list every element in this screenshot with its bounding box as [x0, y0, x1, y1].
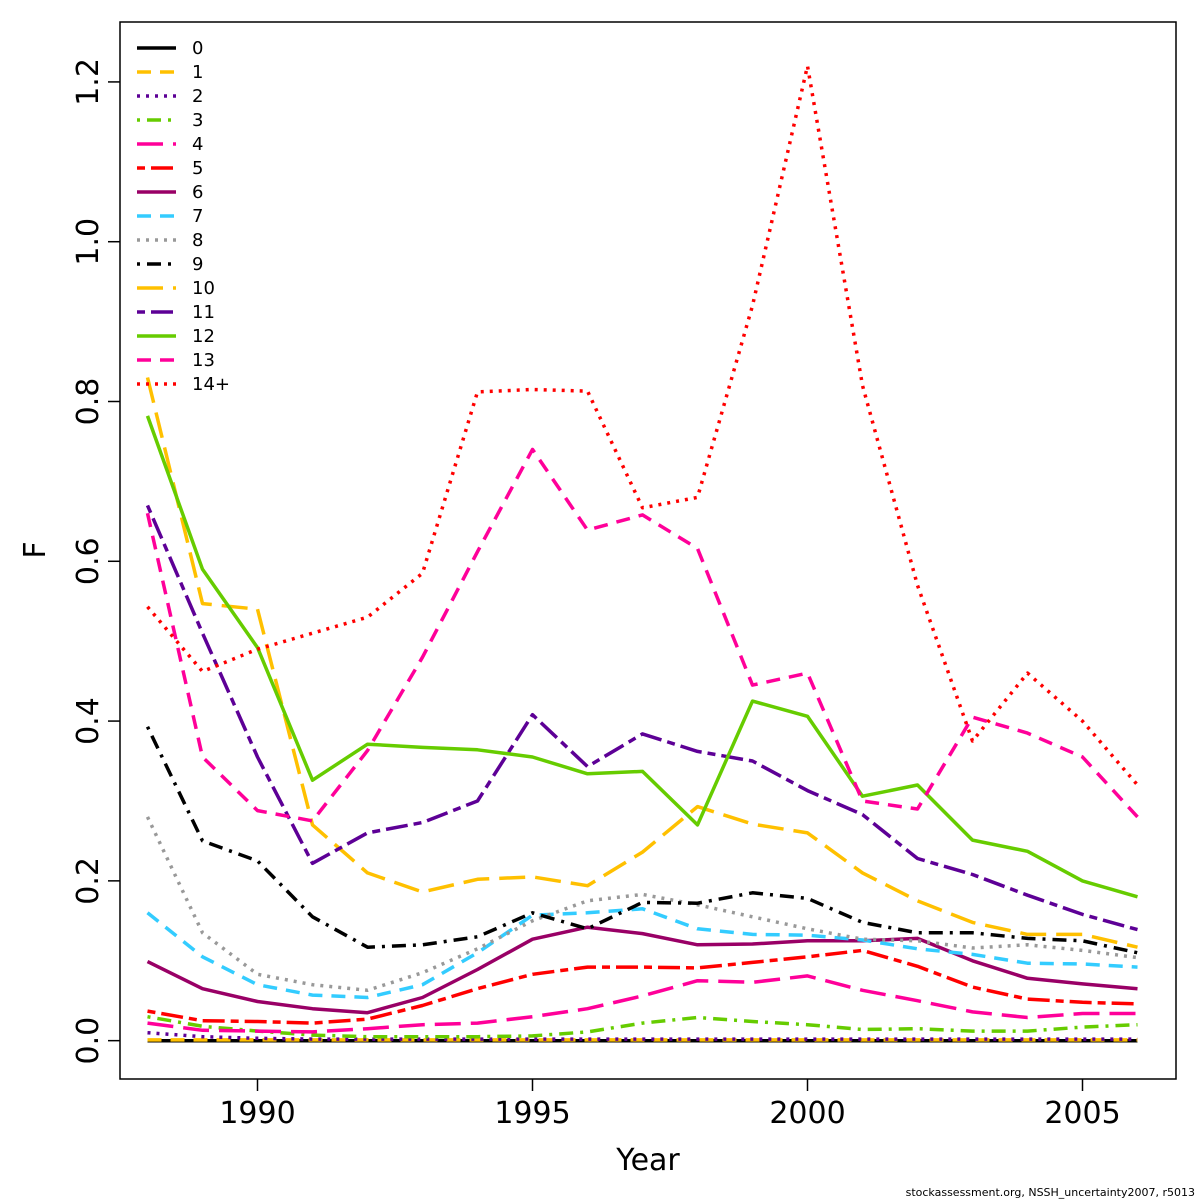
legend-label: 2	[192, 86, 203, 107]
legend-label: 8	[192, 230, 203, 251]
series-line-4	[147, 974, 1138, 1034]
series-line-2	[147, 1030, 1138, 1041]
series-line-7	[146, 907, 1138, 1000]
y-tick-label: 0.6	[71, 537, 106, 585]
legend-label: 12	[192, 326, 215, 347]
legend-label: 1	[192, 62, 203, 83]
series-line-12	[145, 415, 1138, 899]
legend-label: 0	[192, 38, 203, 59]
series-line-13	[145, 447, 1139, 823]
series-line-6	[146, 925, 1138, 1015]
legend-label: 14+	[192, 374, 230, 395]
series-line-8	[145, 816, 1138, 993]
legend-label: 11	[192, 302, 215, 323]
y-tick-label: 1.0	[71, 218, 106, 266]
x-tick-label: 2000	[769, 1096, 845, 1131]
series-line-9	[145, 725, 1138, 955]
series-layer	[145, 64, 1139, 1043]
legend-label: 3	[192, 110, 203, 131]
legend-label: 7	[192, 206, 203, 227]
legend-label: 6	[192, 182, 203, 203]
legend-label: 5	[192, 158, 203, 179]
y-tick-label: 0.2	[71, 857, 106, 905]
series-line-10	[145, 377, 1138, 949]
y-tick-label: 0.0	[71, 1017, 106, 1065]
legend-label: 4	[192, 134, 203, 155]
x-tick-label: 2005	[1044, 1096, 1120, 1131]
series-line-11	[145, 504, 1138, 932]
y-axis: 0.0 0.2 0.4 0.6 0.8 1.0 1.2	[71, 58, 120, 1065]
legend-label: 10	[192, 278, 215, 299]
y-tick-label: 0.8	[71, 378, 106, 426]
legend-label: 13	[192, 350, 215, 371]
footer-credit: stockassessment.org, NSSH_uncertainty200…	[906, 1186, 1195, 1199]
legend-label: 9	[192, 254, 203, 275]
y-tick-label: 1.2	[71, 58, 106, 106]
x-tick-label: 1990	[219, 1096, 295, 1131]
series-line-3	[147, 1014, 1138, 1039]
y-axis-title: F	[18, 541, 53, 558]
x-axis-title: Year	[615, 1143, 680, 1178]
plot-frame	[119, 21, 1177, 1080]
y-tick-label: 0.4	[71, 697, 106, 745]
x-axis: 1990 1995 2000 2005	[219, 1079, 1121, 1131]
x-tick-label: 1995	[494, 1096, 570, 1131]
series-line-14plus	[146, 64, 1139, 787]
